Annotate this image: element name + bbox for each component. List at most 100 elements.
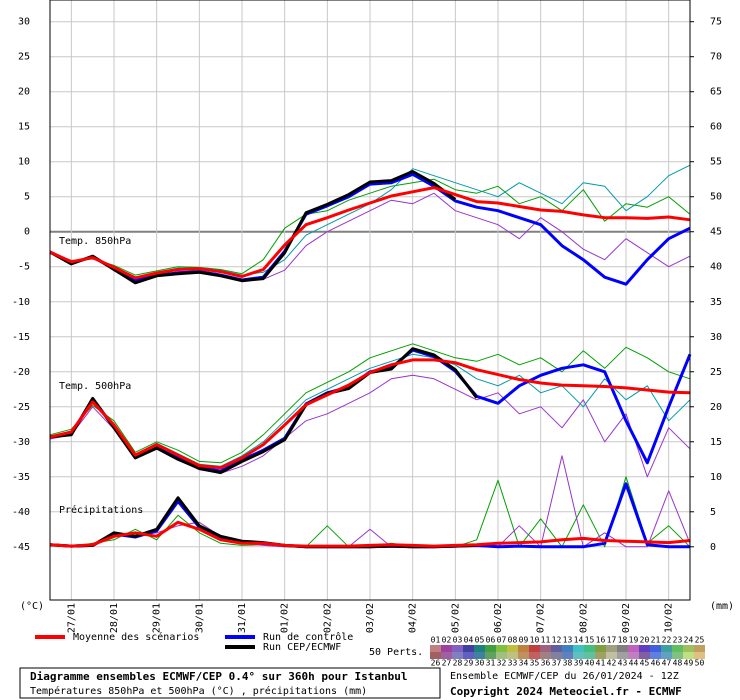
perturbation-swatch — [518, 645, 529, 652]
y2-tick-label: 45 — [710, 227, 722, 238]
y-tick-label: -30 — [12, 437, 30, 448]
perturbation-key: 46 — [651, 659, 661, 668]
perturbation-key: 41 — [596, 659, 606, 668]
perturbation-swatch — [562, 652, 573, 659]
x-tick-label: 30/01 — [194, 603, 205, 633]
y2-tick-label: 40 — [710, 262, 722, 273]
y2-tick-label: 50 — [710, 192, 722, 203]
chart-title: Diagramme ensembles ECMWF/CEP 0.4° sur 3… — [30, 670, 408, 683]
perturbation-key: 15 — [585, 636, 595, 645]
main-line — [49, 520, 691, 548]
y-tick-label: -20 — [12, 367, 30, 378]
perturbation-swatch — [650, 645, 661, 652]
perturbation-key: 28 — [453, 659, 463, 668]
perturbation-swatch — [617, 652, 628, 659]
perturbation-swatch — [661, 652, 672, 659]
copyright: Copyright 2024 Meteociel.fr - ECMWF — [450, 685, 682, 698]
perturbation-key: 32 — [497, 659, 507, 668]
perturbation-key: 01 — [431, 636, 441, 645]
perturbations-label: 50 Perts. — [369, 647, 423, 658]
perturbation-key: 10 — [530, 636, 540, 645]
y2-tick-label: 15 — [710, 437, 722, 448]
y-tick-label: 0 — [24, 227, 30, 238]
perturbation-line — [49, 178, 691, 276]
perturbation-key: 02 — [442, 636, 452, 645]
perturbation-swatch — [463, 645, 474, 652]
x-tick-label: 01/02 — [280, 603, 291, 633]
perturbation-key: 07 — [497, 636, 507, 645]
perturbation-swatch — [485, 652, 496, 659]
perturbation-key: 42 — [607, 659, 617, 668]
perturbation-key: 24 — [684, 636, 694, 645]
perturbation-key: 16 — [596, 636, 606, 645]
perturbation-swatch — [485, 645, 496, 652]
main-line — [49, 186, 691, 280]
lines — [49, 164, 692, 549]
perturbation-key: 12 — [552, 636, 562, 645]
y-tick-label: 20 — [18, 87, 30, 98]
perturbation-swatch — [441, 645, 452, 652]
perturbation-swatch — [441, 652, 452, 659]
perturbation-key: 49 — [684, 659, 694, 668]
perturbation-swatch — [507, 652, 518, 659]
y2-tick-label: 25 — [710, 367, 722, 378]
perturbation-key: 20 — [640, 636, 650, 645]
perturbation-key: 18 — [618, 636, 628, 645]
panel-label: Précipitations — [59, 504, 143, 516]
perturbation-swatch — [628, 645, 639, 652]
perturbation-swatch — [617, 645, 628, 652]
perturbation-key: 40 — [585, 659, 595, 668]
x-tick-label: 05/02 — [450, 603, 461, 633]
perturbation-swatch — [639, 645, 650, 652]
perturbation-swatch — [474, 652, 485, 659]
y2-tick-label: 35 — [710, 297, 722, 308]
perturbation-swatch — [672, 652, 683, 659]
perturbation-key: 17 — [607, 636, 617, 645]
perturbation-swatch — [650, 652, 661, 659]
x-tick-label: 07/02 — [536, 603, 547, 633]
perturbation-key: 13 — [563, 636, 573, 645]
perturbation-swatch — [639, 652, 650, 659]
perturbation-key: 48 — [673, 659, 683, 668]
y2-tick-label: 5 — [710, 507, 716, 518]
perturbation-key: 23 — [673, 636, 683, 645]
perturbation-swatch — [672, 645, 683, 652]
y-tick-label: 15 — [18, 122, 30, 133]
y2-tick-label: 55 — [710, 157, 722, 168]
perturbation-swatch — [573, 652, 584, 659]
perturbation-key: 43 — [618, 659, 628, 668]
perturbation-swatch — [452, 652, 463, 659]
y-axis-unit: (°C) — [20, 601, 44, 612]
perturbation-swatch — [584, 652, 595, 659]
perturbation-key: 08 — [508, 636, 518, 645]
run-info: Ensemble ECMWF/CEP du 26/01/2024 - 12Z — [450, 671, 679, 682]
perturbation-key: 30 — [475, 659, 485, 668]
y2-tick-label: 30 — [710, 332, 722, 343]
x-tick-label: 29/01 — [152, 603, 163, 633]
perturbation-swatch — [683, 652, 694, 659]
y-tick-label: -35 — [12, 472, 30, 483]
perturbation-swatch — [573, 645, 584, 652]
perturbation-key: 33 — [508, 659, 518, 668]
perturbation-swatch — [540, 652, 551, 659]
perturbation-key: 36 — [541, 659, 551, 668]
x-tick-label: 04/02 — [408, 603, 419, 633]
legend-label: Run de contrôle — [263, 631, 353, 643]
perturbation-key: 31 — [486, 659, 496, 668]
perturbation-swatch — [694, 645, 705, 652]
main-line — [49, 170, 457, 285]
perturbation-key: 22 — [662, 636, 672, 645]
perturbation-swatch — [628, 652, 639, 659]
x-tick-label: 28/01 — [109, 603, 120, 633]
perturbation-key: 50 — [695, 659, 705, 668]
y2-tick-label: 10 — [710, 472, 722, 483]
perturbation-swatch — [694, 652, 705, 659]
y2-axis-unit: (mm) — [710, 601, 734, 612]
perturbation-swatch — [584, 645, 595, 652]
perturbation-swatch — [529, 645, 540, 652]
y-tick-label: 25 — [18, 52, 30, 63]
perturbation-key: 27 — [442, 659, 452, 668]
perturbation-swatch — [474, 645, 485, 652]
